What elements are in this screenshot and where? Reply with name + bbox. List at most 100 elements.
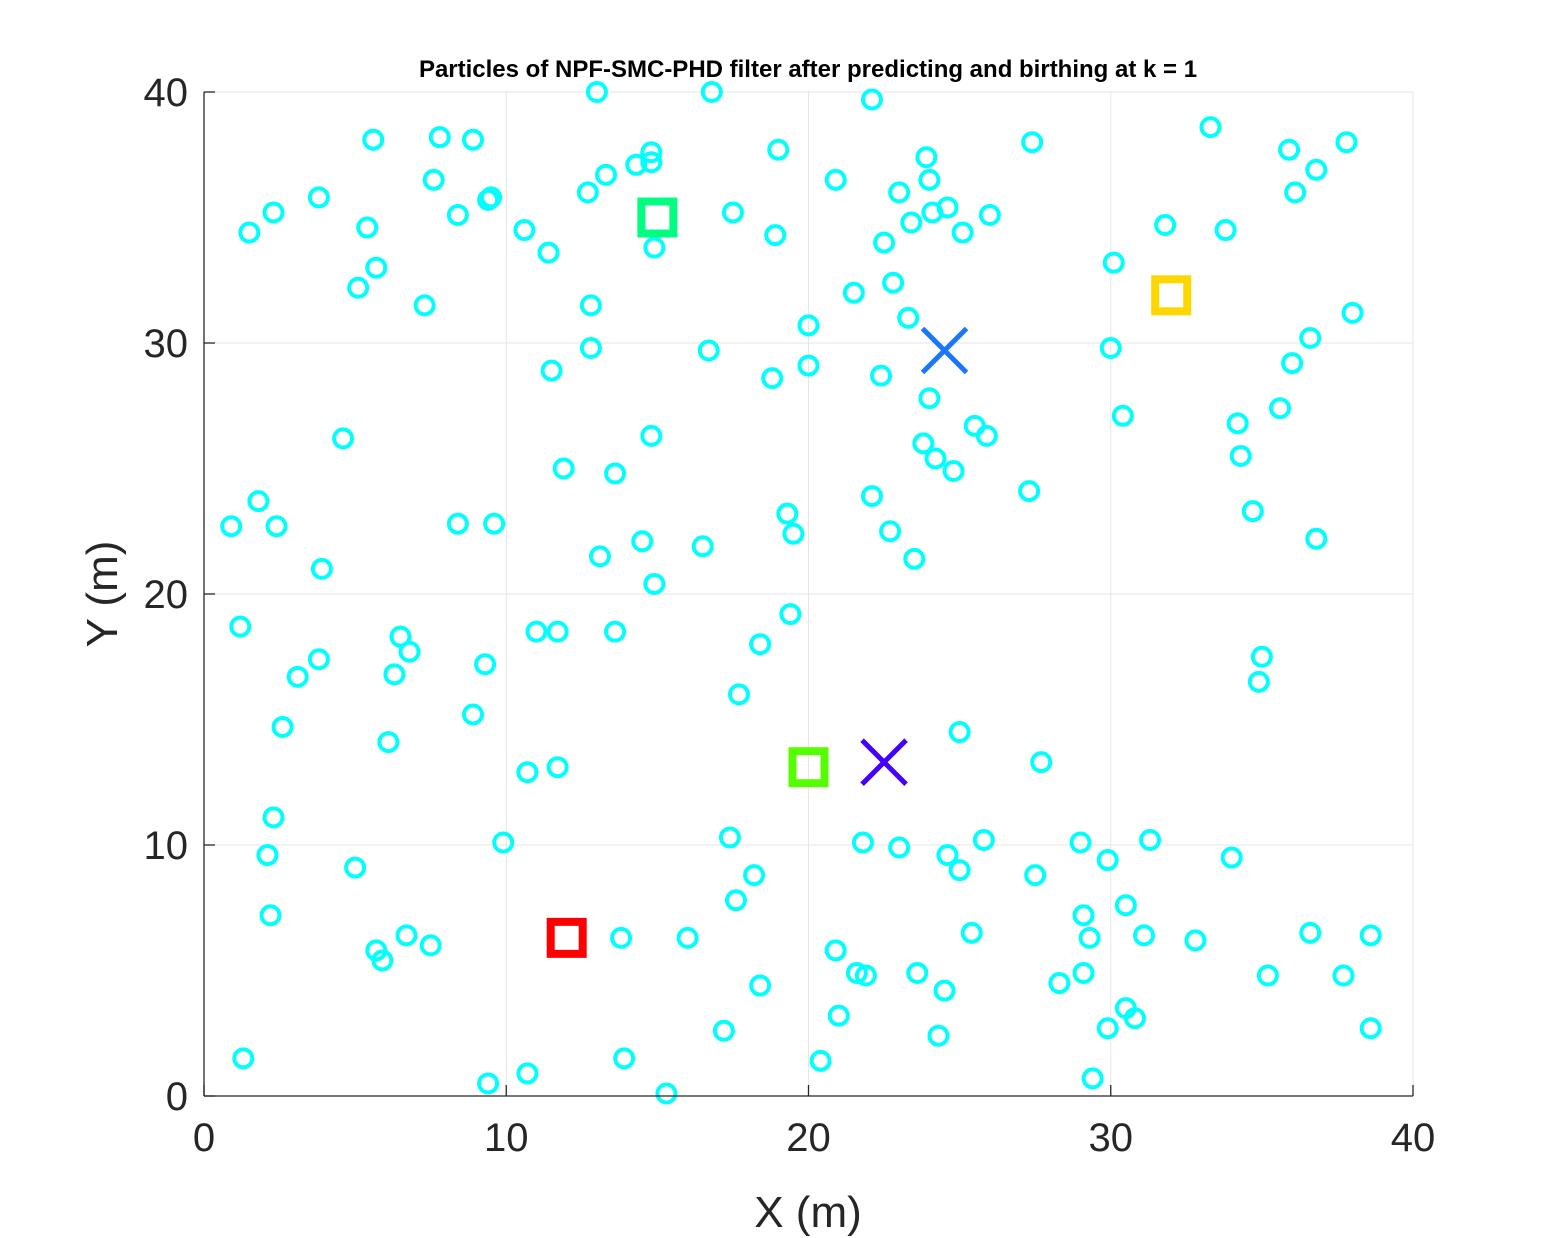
particle-point — [870, 364, 893, 387]
axes — [203, 91, 1414, 1097]
estimate-x-stroke — [920, 326, 969, 375]
particle-point — [344, 856, 367, 879]
particle-point — [256, 844, 279, 867]
particle-point — [232, 1047, 255, 1070]
particle-point — [286, 665, 309, 688]
x-axis-label: X (m) — [754, 1188, 862, 1237]
particle-point — [516, 1062, 539, 1085]
particle-point — [356, 216, 379, 239]
particle-point — [827, 1004, 850, 1027]
particle-point — [1269, 397, 1292, 420]
particle-point — [604, 462, 627, 485]
particle-point — [310, 557, 333, 580]
particle-point — [779, 603, 802, 626]
particle-point — [1250, 645, 1273, 668]
particle-point — [428, 126, 451, 149]
particle-point — [900, 211, 923, 234]
particle-point — [492, 831, 515, 854]
particle-point — [477, 188, 500, 211]
particle-point — [625, 153, 648, 176]
particle-point — [697, 339, 720, 362]
particle-point — [918, 168, 941, 191]
particle-point — [824, 168, 847, 191]
particle-point — [462, 128, 485, 151]
particle-point — [640, 151, 663, 174]
particle-point — [915, 146, 938, 169]
particle-point — [1305, 527, 1328, 550]
particle-point — [1072, 904, 1095, 927]
particle-point — [643, 236, 666, 259]
x-tick-label: 20 — [786, 1116, 831, 1160]
particle-point — [576, 181, 599, 204]
particle-point — [604, 620, 627, 643]
particle-point — [1226, 412, 1249, 435]
particle-point — [1069, 831, 1092, 854]
particle-point — [398, 640, 421, 663]
particle-point — [724, 889, 747, 912]
particle-point — [483, 512, 506, 535]
particle-point — [546, 620, 569, 643]
particle-point — [525, 620, 548, 643]
particle-point — [924, 447, 947, 470]
particle-point — [782, 522, 805, 545]
target-square-marker — [546, 917, 587, 958]
particle-point — [1341, 301, 1364, 324]
particle-point — [1096, 849, 1119, 872]
particle-point — [1102, 251, 1125, 274]
particle-point — [1096, 1017, 1119, 1040]
particle-point — [1335, 131, 1358, 154]
particle-point — [951, 221, 974, 244]
particle-point — [579, 294, 602, 317]
particle-point — [307, 186, 330, 209]
particle-point — [936, 196, 959, 219]
particle-point — [552, 457, 575, 480]
particle-point — [613, 1047, 636, 1070]
particle-point — [640, 424, 663, 447]
particle-point — [764, 224, 787, 247]
particle-point — [743, 864, 766, 887]
particle-point — [933, 979, 956, 1002]
particle-point — [307, 648, 330, 671]
particle-point — [691, 535, 714, 558]
x-tick-label: 0 — [193, 1116, 215, 1160]
particle-point — [975, 424, 998, 447]
particle-point — [1284, 181, 1307, 204]
particle-point — [776, 502, 799, 525]
particle-point — [422, 168, 445, 191]
particle-point — [1111, 404, 1134, 427]
particle-point — [594, 163, 617, 186]
particle-point — [1299, 921, 1322, 944]
particle-point — [797, 354, 820, 377]
y-tick-label: 40 — [144, 71, 189, 115]
particle-point — [842, 281, 865, 304]
particle-point — [383, 663, 406, 686]
particle-point — [948, 721, 971, 744]
particle-point — [1123, 1007, 1146, 1030]
particle-point — [419, 934, 442, 957]
particle-point — [1030, 751, 1053, 774]
particle-point — [1018, 480, 1041, 503]
particle-point — [446, 203, 469, 226]
particle-point — [936, 844, 959, 867]
particle-point — [631, 530, 654, 553]
particle-point — [1241, 500, 1264, 523]
particle-point — [1154, 214, 1177, 237]
particle-point — [873, 231, 896, 254]
particle-point — [1139, 828, 1162, 851]
target-square-marker — [1151, 275, 1192, 316]
particle-point — [721, 201, 744, 224]
particle-point — [1132, 924, 1155, 947]
particle-point — [727, 683, 750, 706]
particle-point — [259, 904, 282, 927]
particle-point — [1359, 1017, 1382, 1040]
particle-point — [712, 1019, 735, 1042]
particle-point — [347, 276, 370, 299]
particle-point — [1024, 864, 1047, 887]
particle-point — [879, 520, 902, 543]
particle-point — [978, 203, 1001, 226]
particle-point — [854, 964, 877, 987]
particle-point — [882, 271, 905, 294]
particle-point — [749, 633, 772, 656]
particle-point — [906, 962, 929, 985]
particle-point — [927, 1024, 950, 1047]
